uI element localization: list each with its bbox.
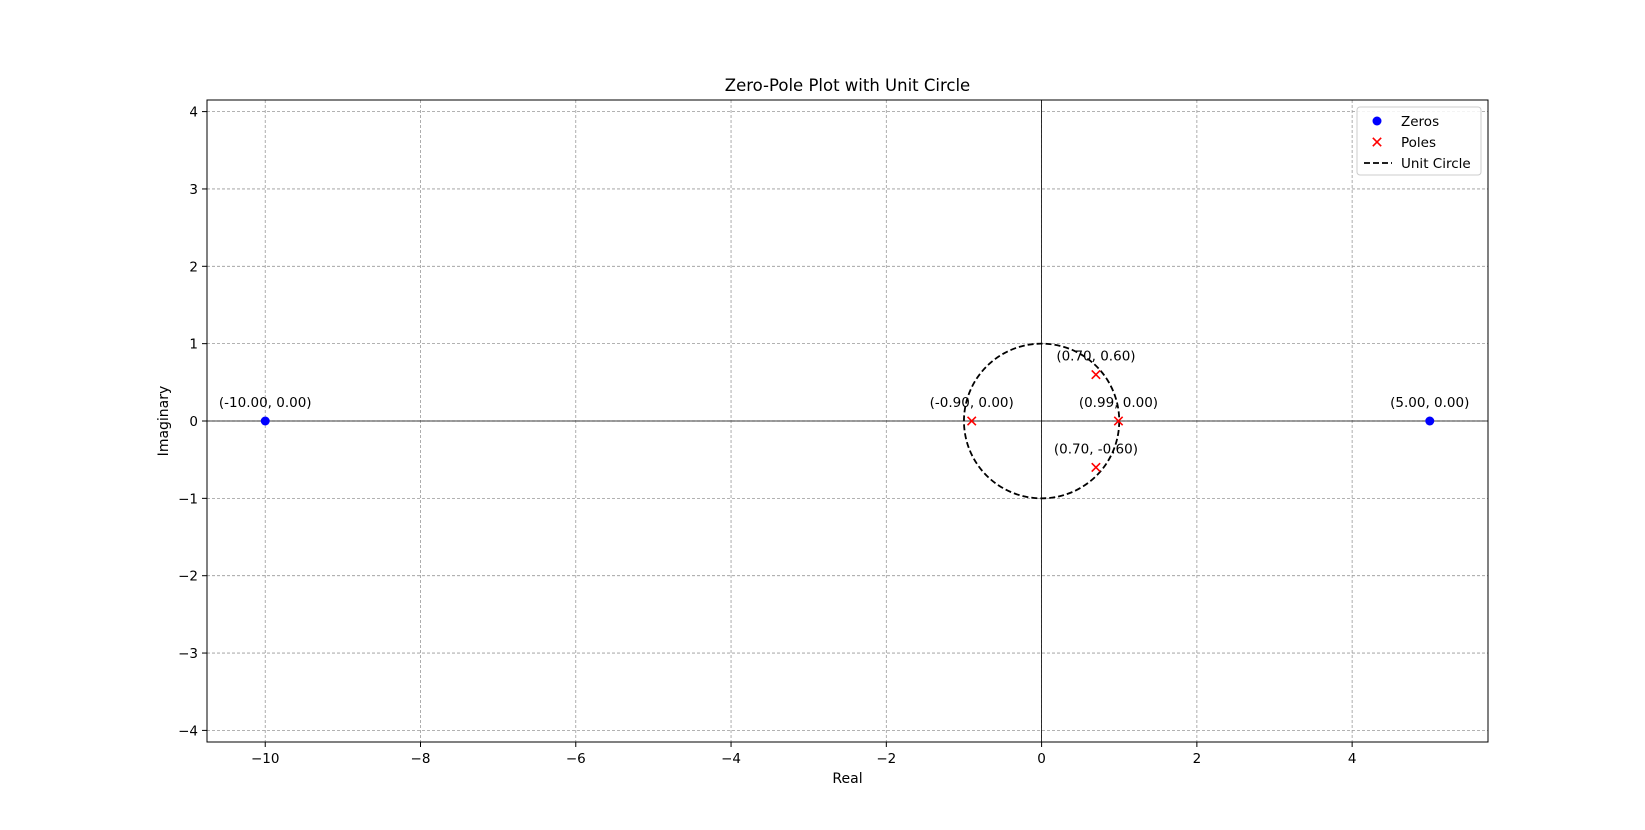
y-tick-label: −4 — [178, 723, 198, 739]
pole-marker-stroke — [1113, 416, 1124, 426]
point-annotation: (0.70, -0.60) — [1054, 441, 1138, 457]
point-annotation: (-10.00, 0.00) — [219, 395, 312, 411]
point-annotation: (5.00, 0.00) — [1390, 395, 1469, 411]
point-annotation: (0.99, 0.00) — [1079, 395, 1158, 411]
pole-marker — [1091, 369, 1101, 380]
pole-marker-stroke — [966, 416, 977, 426]
reference-axes — [207, 100, 1488, 742]
y-tick-label: 1 — [189, 337, 198, 353]
y-tick-label: −1 — [178, 491, 198, 507]
legend-handle-stroke — [1372, 137, 1382, 147]
x-tick-label: −4 — [721, 751, 741, 767]
point-annotation: (-0.90, 0.00) — [930, 395, 1014, 411]
pole-marker-stroke — [1091, 462, 1101, 473]
chart-title: Zero-Pole Plot with Unit Circle — [725, 76, 970, 95]
x-axis-label: Real — [832, 771, 862, 787]
x-tick-label: −2 — [876, 751, 896, 767]
annotations: (-10.00, 0.00) (5.00, 0.00) (0.70, 0.60) (-… — [219, 349, 1470, 458]
legend-box — [1356, 106, 1482, 176]
y-tick-label: 4 — [189, 105, 198, 121]
x-tick-label: −10 — [251, 751, 280, 767]
point-annotation: (0.70, 0.60) — [1056, 349, 1135, 365]
x-tick-label: −6 — [566, 751, 586, 767]
legend-handle-poles — [1372, 137, 1382, 147]
legend: Zeros Poles Unit Circle — [1356, 106, 1482, 176]
pole-marker-stroke — [1091, 369, 1101, 380]
y-tick-label: 3 — [189, 182, 198, 198]
legend-label: Zeros — [1401, 114, 1439, 130]
pole-marker — [1091, 462, 1101, 473]
pole-marker — [1113, 416, 1124, 426]
y-tick-label: 2 — [189, 259, 198, 275]
legend-handle-zeros — [1372, 116, 1382, 126]
zero-marker — [260, 416, 270, 426]
zero-marker — [1425, 416, 1435, 426]
x-tick-label: 4 — [1348, 751, 1357, 767]
pole-marker — [966, 416, 977, 426]
x-tick-label: 2 — [1193, 751, 1202, 767]
y-tick-label: −3 — [178, 646, 198, 662]
y-axis-label: Imaginary — [156, 386, 172, 457]
y-tick-label: 0 — [189, 414, 198, 430]
y-tick-label: −2 — [178, 569, 198, 585]
legend-label: Unit Circle — [1401, 156, 1471, 172]
markers — [260, 369, 1435, 473]
legend-label: Poles — [1401, 135, 1436, 151]
x-tick-label: −8 — [411, 751, 431, 767]
x-tick-label: 0 — [1037, 751, 1046, 767]
